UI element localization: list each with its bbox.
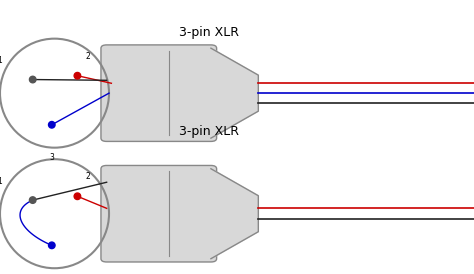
Text: 2: 2 xyxy=(86,172,91,181)
Ellipse shape xyxy=(48,242,55,249)
Text: 1: 1 xyxy=(0,176,2,185)
FancyBboxPatch shape xyxy=(101,165,217,262)
Text: 3-pin XLR: 3-pin XLR xyxy=(179,125,238,138)
Text: 3-pin XLR: 3-pin XLR xyxy=(179,26,238,39)
Text: 3: 3 xyxy=(49,153,54,162)
Text: 2: 2 xyxy=(86,52,91,61)
FancyBboxPatch shape xyxy=(101,45,217,141)
Ellipse shape xyxy=(74,193,81,199)
Ellipse shape xyxy=(48,121,55,128)
Ellipse shape xyxy=(74,72,81,79)
Text: 1: 1 xyxy=(0,56,2,65)
Polygon shape xyxy=(211,169,258,259)
Ellipse shape xyxy=(29,197,36,203)
Text: 3: 3 xyxy=(49,273,54,274)
Ellipse shape xyxy=(29,76,36,83)
Polygon shape xyxy=(211,48,258,138)
